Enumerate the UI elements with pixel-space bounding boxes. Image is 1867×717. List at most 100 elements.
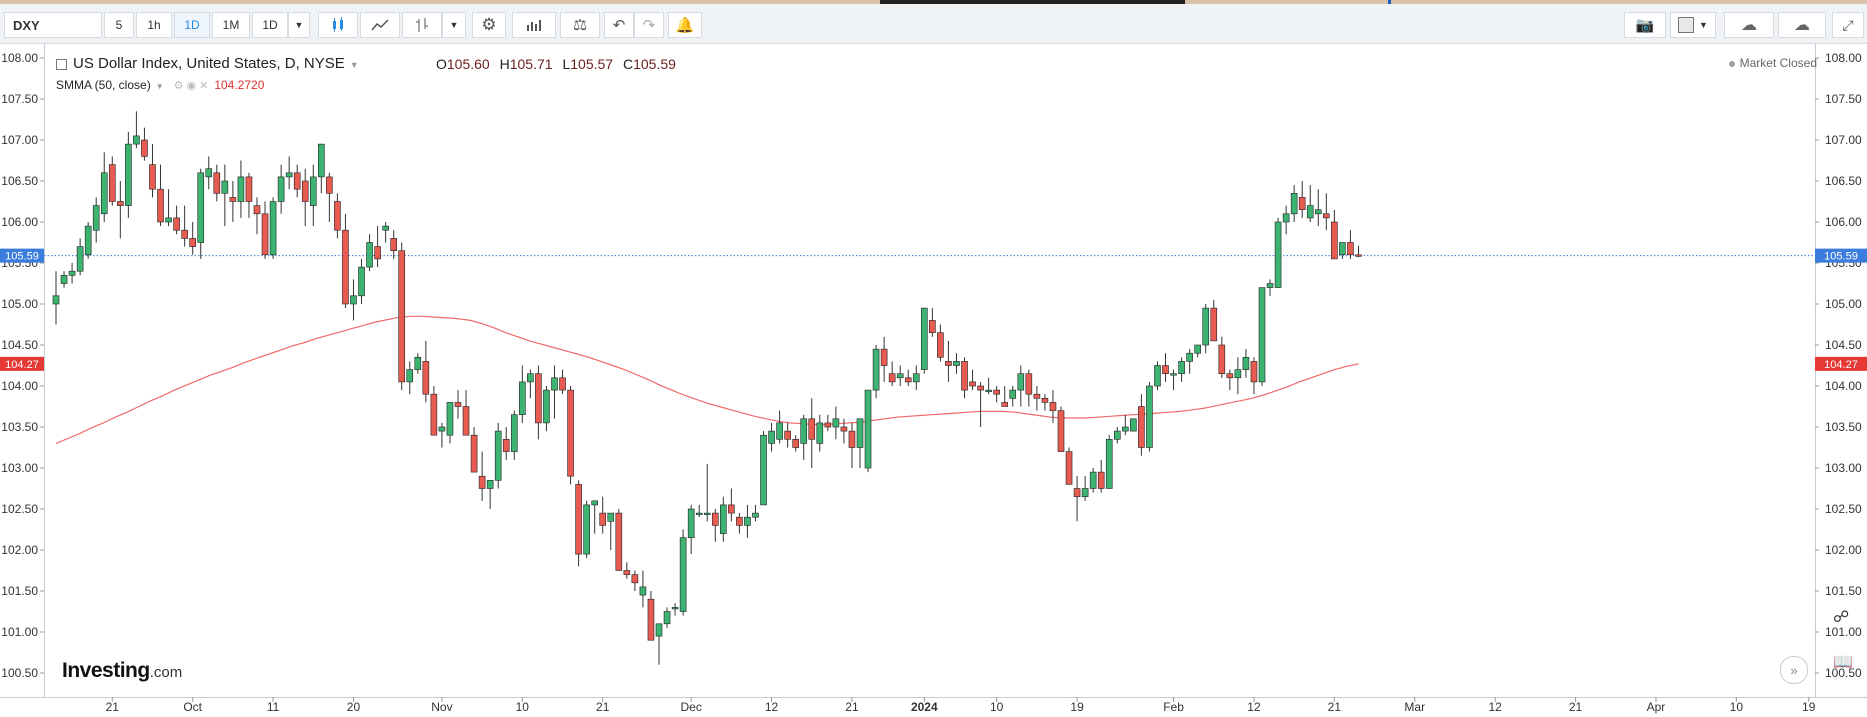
candle-body [1250,361,1258,383]
candle-body [551,377,558,391]
candle-body [792,438,799,448]
y-tick-label-left: 104.00 [1,379,38,393]
scroll-to-latest-icon[interactable]: » [1780,656,1808,684]
smma-settings-icon[interactable]: ⚙ [173,80,184,92]
alert-bell-icon[interactable]: 🔔 [668,12,702,38]
candle-body [1113,430,1121,440]
candle-body [961,361,968,391]
candle-body [446,402,454,436]
indicators-icon[interactable] [512,12,556,38]
candle-body [205,168,213,178]
line-chart-icon[interactable] [360,12,400,38]
candle-body [1105,438,1113,489]
compare-scale-icon[interactable]: ⚖ [560,12,600,38]
candle-body [350,295,357,305]
candle-body [100,172,108,215]
x-tick-label: 21 [845,700,859,714]
candle-body [293,172,301,190]
interval-1m-button[interactable]: 1M [212,12,250,38]
candle-body [1130,418,1137,432]
smma-chevron-icon[interactable]: ▼ [155,82,164,91]
y-tick-label-right: 106.50 [1825,174,1862,188]
candle-body [52,295,60,305]
title-chevron-icon[interactable]: ▼ [349,60,359,70]
price-chart[interactable]: 100.50 100.50 101.00 101.00 101.50 101.50 102.… [0,44,1867,717]
x-tick-label: Oct [183,700,202,714]
candle-body [543,389,550,424]
candle-body [535,373,542,424]
bar-chart-icon[interactable] [402,12,442,38]
fullscreen-icon[interactable]: ⤢ [1832,12,1864,38]
undo-icon[interactable]: ↶ [604,12,634,38]
camera-icon[interactable]: 📷 [1624,12,1666,38]
y-tick-label-right: 101.50 [1825,584,1862,598]
candle-body [703,512,711,515]
candle-body [768,430,775,444]
candle-body [527,373,534,383]
candle-body [816,422,824,444]
legend-smma: SMMA (50, close) ▼ ⚙ ◉ ✕ 104.2720 [56,78,264,92]
interval-1d-button[interactable]: 1D [174,12,210,38]
candle-body [237,176,245,202]
candle-icon[interactable] [318,12,358,38]
symbol-input[interactable]: DXY [4,12,102,38]
candle-body [1049,402,1057,411]
chart-type-chevron-icon[interactable]: ▼ [442,12,466,38]
candle-body [1298,197,1306,210]
y-tick-label-left: 101.00 [1,625,38,639]
candle-body [470,434,478,473]
cloud-save-icon[interactable]: ☁ [1778,12,1826,38]
candle-body [398,250,406,383]
translate-icon[interactable]: ☍ [1833,609,1850,626]
y-tick-label-right: 104.50 [1825,338,1862,352]
candle-body [406,369,414,383]
candle-body [760,434,767,506]
candle-body [157,188,164,223]
smma-close-icon[interactable]: ✕ [199,80,209,92]
candle-body [269,201,277,256]
candle-body [149,164,156,190]
candle-body [92,205,100,231]
chart-toolbar: DXY 5 1h 1D 1M 1D ▼ ▼ ⚙ ⚖ ↶ ↷ 🔔 📷 ▼ ☁ ☁ … [0,4,1867,44]
investing-logo: Investing.com [62,659,182,683]
candle-body [334,201,341,231]
x-tick-label: 12 [1488,700,1502,714]
x-tick-label: Nov [431,700,452,714]
candle-body [1017,373,1025,391]
collapse-legend-icon[interactable] [56,58,67,70]
candle-body [1234,369,1242,379]
reader-book-icon[interactable]: 📖 [1833,654,1853,671]
cloud-load-icon[interactable]: ☁ [1724,12,1774,38]
candle-body [784,430,791,440]
smma-label: SMMA (50, close) [56,78,151,92]
y-tick-label-right: 107.00 [1825,133,1862,147]
x-tick-label: Mar [1404,700,1425,714]
candle-body [848,430,856,448]
candle-body [945,361,952,366]
x-tick-label: 12 [1247,700,1261,714]
candle-body [776,422,783,440]
candle-body [800,418,808,444]
redo-icon[interactable]: ↷ [634,12,664,38]
candle-body [1242,356,1250,370]
smma-visibility-icon[interactable]: ◉ [186,80,197,92]
candle-body [912,373,920,383]
settings-gear-icon[interactable]: ⚙ [472,12,506,38]
x-tick-label: 21 [106,700,120,714]
interval-1h-button[interactable]: 1h [136,12,172,38]
x-tick-label: 12 [765,700,779,714]
y-tick-label-right: 102.00 [1825,543,1862,557]
interval-custom-button[interactable]: 1D [252,12,288,38]
candle-body [1266,283,1274,288]
color-square-icon[interactable]: ▼ [1670,12,1716,38]
candle-body [1314,209,1322,215]
candle-body [623,570,631,575]
candle-body [253,205,261,215]
candle-body [655,623,663,637]
smma-value: 104.2720 [214,78,265,92]
candle-body [1097,471,1105,489]
interval-dropdown-chevron-icon[interactable]: ▼ [288,12,310,38]
interval-5-button[interactable]: 5 [104,12,134,38]
candle-body [84,225,92,256]
candle-body [502,438,510,452]
